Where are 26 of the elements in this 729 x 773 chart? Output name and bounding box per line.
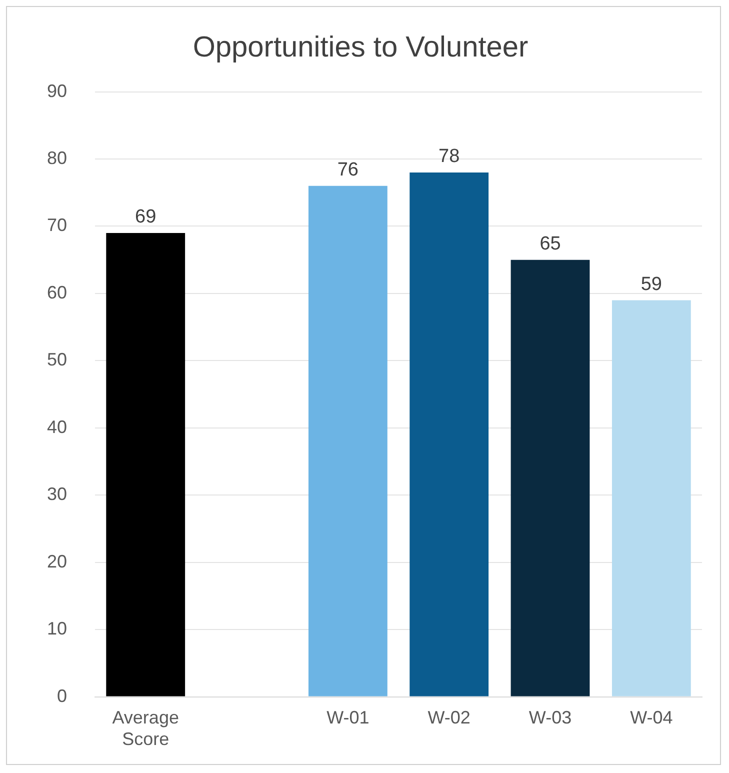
y-tick-label: 90	[46, 80, 68, 101]
y-tick-label: 10	[46, 618, 68, 639]
x-tick-label: W-02	[428, 708, 470, 728]
x-tick-label: W-03	[528, 708, 572, 728]
bar	[410, 172, 489, 696]
data-label: 76	[337, 160, 358, 181]
y-tick-label: 80	[46, 148, 68, 168]
data-label: 65	[540, 234, 561, 255]
y-tick-label: 70	[46, 215, 68, 236]
y-tick-label: 30	[46, 484, 68, 504]
bar	[308, 186, 388, 696]
x-tick-label: W-04	[630, 708, 673, 728]
x-tick-label: W-01	[326, 708, 370, 728]
y-tick-label: 50	[46, 350, 68, 370]
y-tick-label: 20	[46, 551, 68, 572]
bar	[106, 232, 186, 696]
bar	[612, 300, 691, 696]
y-tick-label: 0	[57, 686, 68, 706]
chart-title: Opportunities to Volunteer	[192, 31, 529, 64]
y-tick-label: 40	[46, 416, 68, 437]
data-label: 69	[135, 206, 156, 228]
bar	[510, 260, 590, 696]
x-tick-label: Average Score	[112, 708, 179, 750]
data-label: 59	[640, 274, 662, 295]
y-tick-label: 60	[46, 282, 68, 302]
data-label: 78	[438, 146, 460, 168]
